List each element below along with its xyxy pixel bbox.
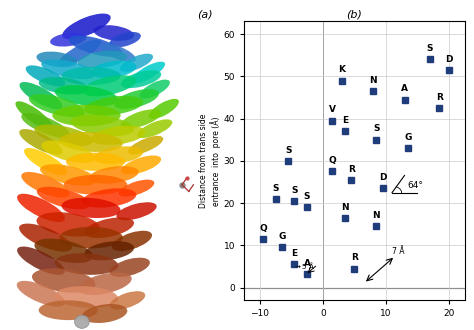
Ellipse shape [36,212,100,237]
Text: N: N [369,76,377,85]
Ellipse shape [78,273,132,295]
Ellipse shape [29,94,85,117]
Text: V: V [329,105,336,115]
Ellipse shape [62,67,120,85]
Ellipse shape [24,148,67,175]
Ellipse shape [19,82,63,109]
Ellipse shape [121,155,161,175]
Ellipse shape [91,61,137,78]
Text: R: R [351,253,358,262]
Ellipse shape [58,40,101,66]
Text: S: S [373,124,380,133]
Text: K: K [338,65,345,74]
Text: R: R [348,165,355,174]
Ellipse shape [32,268,95,293]
Text: 64°: 64° [408,182,424,190]
Ellipse shape [74,315,89,328]
Ellipse shape [19,129,63,155]
Text: D: D [445,55,453,64]
Ellipse shape [55,286,118,308]
Ellipse shape [41,141,95,163]
Ellipse shape [50,33,86,47]
Text: D: D [379,173,386,182]
Text: 7 Å: 7 Å [392,247,405,256]
Ellipse shape [59,227,123,248]
Ellipse shape [59,132,123,152]
Ellipse shape [17,194,65,222]
Ellipse shape [100,44,136,62]
Text: G: G [404,133,411,142]
Ellipse shape [93,25,134,41]
Text: (a): (a) [197,10,212,20]
Ellipse shape [17,281,65,307]
Ellipse shape [84,241,134,260]
Ellipse shape [39,300,98,320]
Ellipse shape [109,258,150,277]
Ellipse shape [36,51,77,67]
Ellipse shape [55,253,118,275]
Text: A: A [303,259,310,268]
Text: E: E [342,116,348,125]
Text: $\rightarrow$5 Å: $\rightarrow$5 Å [292,260,315,271]
Ellipse shape [77,50,128,68]
Ellipse shape [66,152,125,171]
Ellipse shape [84,96,143,115]
Text: Q: Q [328,156,336,165]
Ellipse shape [82,304,128,323]
Ellipse shape [40,164,96,185]
Ellipse shape [139,80,170,99]
Text: N: N [341,203,349,212]
Ellipse shape [39,77,89,95]
Text: S: S [427,44,433,53]
Text: S: S [285,146,292,154]
Ellipse shape [69,36,122,57]
Ellipse shape [35,239,93,263]
Ellipse shape [17,247,65,275]
Ellipse shape [71,115,134,136]
Ellipse shape [116,202,157,220]
Ellipse shape [114,89,159,109]
Ellipse shape [118,180,155,197]
Ellipse shape [55,85,118,106]
Ellipse shape [149,99,179,119]
Ellipse shape [62,14,111,39]
Ellipse shape [131,62,165,83]
Text: S: S [273,183,279,193]
Text: S: S [304,192,310,201]
Text: Q: Q [259,224,267,233]
Ellipse shape [93,146,143,164]
Ellipse shape [19,224,72,251]
Title: (b): (b) [346,9,362,19]
Ellipse shape [35,124,93,146]
Ellipse shape [84,217,134,238]
Text: A: A [401,84,408,93]
Text: S: S [291,186,298,195]
Ellipse shape [64,175,128,195]
Ellipse shape [121,70,161,88]
Text: R: R [436,93,443,102]
Text: N: N [373,211,380,220]
Ellipse shape [128,136,163,154]
Ellipse shape [112,231,152,251]
Ellipse shape [109,32,141,47]
Ellipse shape [121,109,161,128]
Ellipse shape [91,126,146,145]
Ellipse shape [26,65,65,86]
Ellipse shape [89,166,139,184]
Ellipse shape [82,75,136,96]
Y-axis label: Distance from trans side
entrance  into  pore (Å): Distance from trans side entrance into p… [199,114,221,208]
Ellipse shape [82,188,137,208]
Ellipse shape [41,59,95,79]
Ellipse shape [137,119,173,138]
Ellipse shape [21,172,70,198]
Ellipse shape [21,113,70,138]
Text: E: E [292,249,298,258]
Text: G: G [278,232,285,241]
Ellipse shape [16,101,53,130]
Ellipse shape [120,54,153,72]
Ellipse shape [52,105,120,126]
Ellipse shape [37,187,91,209]
Ellipse shape [109,291,145,310]
Ellipse shape [62,198,120,218]
